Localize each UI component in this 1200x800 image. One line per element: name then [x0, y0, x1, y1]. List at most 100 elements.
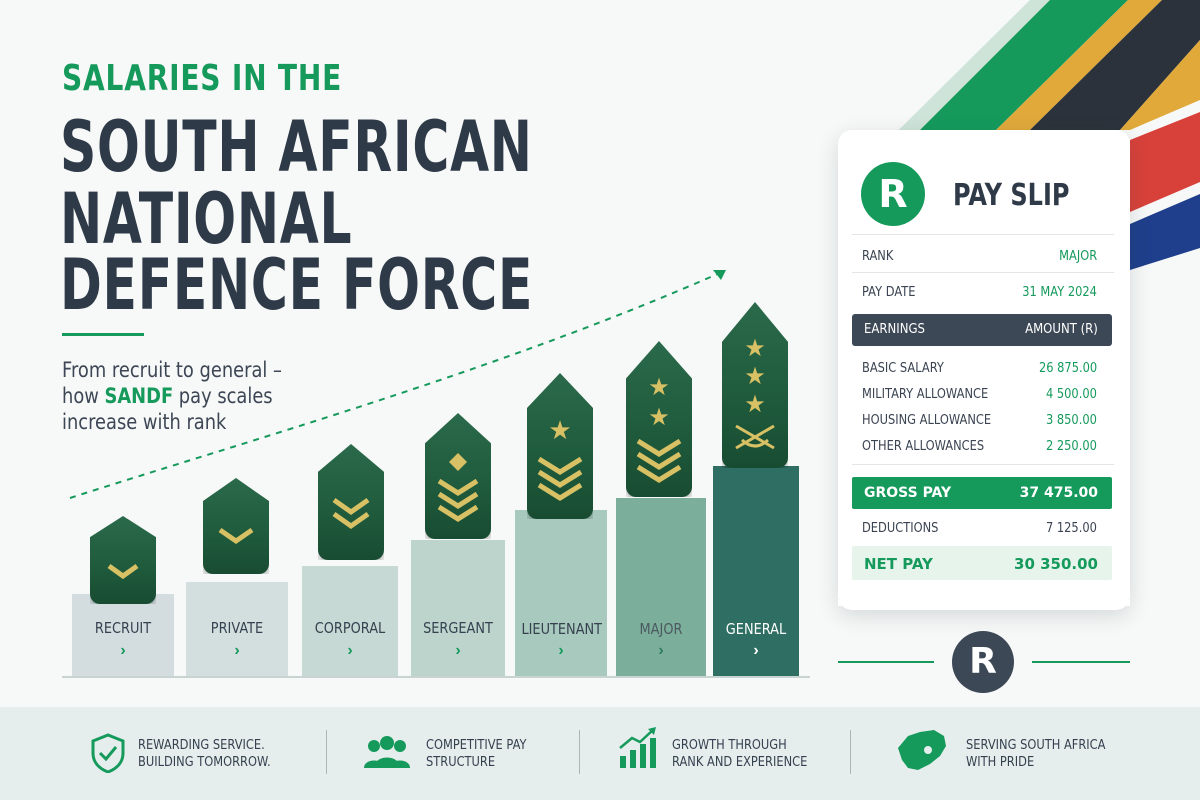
badge-line-right: [1032, 661, 1130, 663]
earning-item-value: 2 250.00: [1046, 439, 1097, 454]
gross-pay-bar: GROSS PAY 37 475.00: [852, 477, 1112, 509]
feature-text: GROWTH THROUGH RANK AND EXPERIENCE: [672, 737, 807, 771]
earning-item-value: 4 500.00: [1046, 387, 1097, 402]
title-line-1: SOUTH AFRICAN: [60, 106, 533, 188]
growth-chart-icon: [619, 727, 656, 768]
rank-step-private[interactable]: PRIVATE ›: [186, 582, 288, 676]
rank-step-recruit[interactable]: RECRUIT ›: [72, 594, 174, 676]
chevron-rank-icon: [218, 527, 254, 545]
chevron-right-icon: ›: [120, 642, 126, 659]
rank-row-label: RANK: [862, 249, 894, 264]
feature-line-2: BUILDING TOMORROW.: [138, 755, 271, 770]
feature-line-1: SERVING SOUTH AFRICA: [966, 738, 1106, 753]
feature-text: REWARDING SERVICE. BUILDING TOMORROW.: [138, 737, 271, 771]
rank-step-major[interactable]: MAJOR ›: [616, 498, 706, 676]
private-epaulet: [203, 478, 269, 574]
south-africa-map-icon: [898, 730, 946, 770]
badge-line-left: [838, 661, 934, 663]
subtitle-highlight: SANDF: [104, 384, 174, 408]
feature-line-1: REWARDING SERVICE.: [138, 738, 265, 753]
pay-slip-title: PAY SLIP: [953, 178, 1070, 213]
sergeant-rank-icon: [437, 453, 479, 522]
rank-step-corporal[interactable]: CORPORAL ›: [302, 566, 398, 676]
svg-text:★: ★: [648, 373, 670, 401]
pay-slip-torn-edge: [838, 600, 1130, 606]
title-underline: [62, 333, 144, 336]
subtitle-line-3: increase with rank: [62, 410, 227, 434]
chevron-right-icon: ›: [658, 642, 664, 659]
major-rank-icon: ★ ★: [636, 373, 682, 483]
general-rank-icon: ★ ★ ★: [735, 334, 775, 450]
chevron-right-icon: ›: [234, 642, 240, 659]
lieutenant-epaulet: ★: [527, 373, 593, 519]
feature-text: SERVING SOUTH AFRICA WITH PRIDE: [966, 737, 1105, 771]
chevron-right-icon: ›: [558, 642, 564, 659]
svg-text:★: ★: [548, 416, 571, 446]
rank-step-sergeant[interactable]: SERGEANT ›: [411, 540, 505, 676]
general-epaulet: ★ ★ ★: [722, 302, 788, 468]
gross-pay-label: GROSS PAY: [864, 485, 952, 501]
subtitle-line-2-post: pay scales: [173, 384, 273, 408]
lieutenant-rank-icon: ★: [537, 416, 583, 501]
subtitle-line-2: how SANDF pay scales: [62, 383, 282, 409]
subtitle-line-2-pre: how: [62, 384, 105, 408]
svg-text:★: ★: [744, 390, 766, 418]
feature-line-1: COMPETITIVE PAY: [426, 738, 527, 753]
pay-date-value: 31 MAY 2024: [1022, 285, 1097, 300]
footer-strip: [0, 707, 1200, 800]
net-pay-bar: NET PAY 30 350.00: [852, 546, 1112, 580]
rank-label: CORPORAL: [314, 619, 386, 637]
svg-text:★: ★: [744, 362, 766, 390]
rank-label: RECRUIT: [94, 619, 152, 637]
feature-line-2: STRUCTURE: [426, 755, 496, 770]
divider: [852, 272, 1114, 273]
subtitle-line-1: From recruit to general –: [62, 358, 282, 382]
feature-line-1: GROWTH THROUGH: [672, 738, 787, 753]
rank-label: MAJOR: [639, 620, 683, 638]
sergeant-epaulet: [425, 413, 491, 539]
title-line-3: DEFENCE FORCE: [60, 244, 534, 326]
divider: [852, 464, 1114, 465]
net-pay-value: 30 350.00: [1014, 555, 1098, 573]
earning-item-value: 26 875.00: [1038, 361, 1097, 376]
earning-item-value: 3 850.00: [1046, 413, 1097, 428]
double-chevron-rank-icon: [332, 497, 370, 530]
earnings-header: EARNINGS AMOUNT (R): [852, 314, 1112, 346]
earning-item-label: OTHER ALLOWANCES: [862, 439, 985, 454]
chevron-right-icon: ›: [455, 642, 461, 659]
rank-label: SERGEANT: [423, 619, 493, 637]
feature-line-2: RANK AND EXPERIENCE: [672, 755, 808, 770]
earning-item-label: HOUSING ALLOWANCE: [862, 413, 992, 428]
title-line-2: NATIONAL: [60, 178, 353, 260]
chevron-right-icon: ›: [347, 642, 353, 659]
subtitle: From recruit to general – how SANDF pay …: [62, 357, 282, 435]
footer-divider: [326, 730, 327, 774]
svg-text:★: ★: [744, 334, 766, 362]
rand-badge-icon: R: [952, 631, 1014, 693]
rand-logo-icon: R: [861, 162, 925, 226]
earning-item-label: MILITARY ALLOWANCE: [862, 387, 989, 402]
divider: [852, 234, 1114, 235]
deductions-value: 7 125.00: [1046, 521, 1097, 536]
earning-item-label: BASIC SALARY: [862, 361, 944, 376]
deductions-label: DEDUCTIONS: [862, 521, 939, 536]
corporal-epaulet: [318, 444, 384, 560]
people-group-icon: [364, 736, 410, 768]
recruit-epaulet: [90, 516, 156, 604]
rank-step-lieutenant[interactable]: LIEUTENANT ›: [515, 510, 607, 676]
major-epaulet: ★ ★: [626, 341, 692, 497]
shield-check-icon: [91, 733, 125, 773]
feature-text: COMPETITIVE PAY STRUCTURE: [426, 737, 526, 771]
rank-label: PRIVATE: [210, 619, 264, 637]
rank-step-general[interactable]: GENERAL ›: [713, 466, 799, 676]
podium-base-line: [62, 676, 810, 678]
amount-header-label: AMOUNT (R): [1025, 322, 1098, 337]
title-kicker: SALARIES IN THE: [62, 58, 343, 99]
pay-date-label: PAY DATE: [862, 285, 916, 300]
chevron-right-icon: ›: [753, 642, 759, 659]
rank-label: LIEUTENANT: [521, 620, 603, 638]
footer-divider: [850, 730, 851, 774]
footer-divider: [579, 730, 580, 774]
net-pay-label: NET PAY: [864, 555, 933, 573]
